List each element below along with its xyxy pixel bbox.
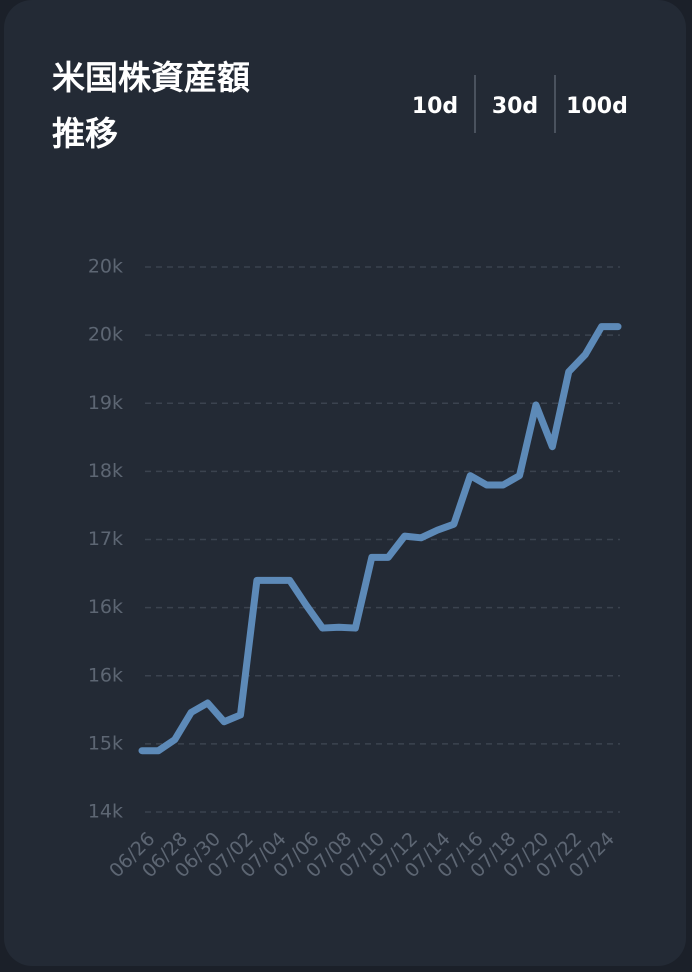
card: [4, 0, 686, 966]
y-tick-label: 20k: [88, 324, 123, 346]
range-button[interactable]: 30d: [492, 94, 538, 119]
y-tick-label: 20k: [88, 256, 123, 278]
line: [138, 323, 622, 755]
range-button[interactable]: 100d: [566, 94, 628, 119]
range-button[interactable]: 10d: [412, 94, 458, 119]
y-tick-label: 16k: [88, 596, 123, 618]
y-tick-label: 15k: [88, 732, 123, 754]
y-tick-label: 14k: [88, 801, 123, 823]
y-tick-label: 18k: [88, 460, 123, 482]
chart-title: 米国株資産額推移: [52, 58, 250, 153]
y-tick-label: 17k: [88, 528, 123, 550]
y-tick-label: 16k: [88, 664, 123, 686]
y-tick-label: 19k: [88, 392, 123, 414]
